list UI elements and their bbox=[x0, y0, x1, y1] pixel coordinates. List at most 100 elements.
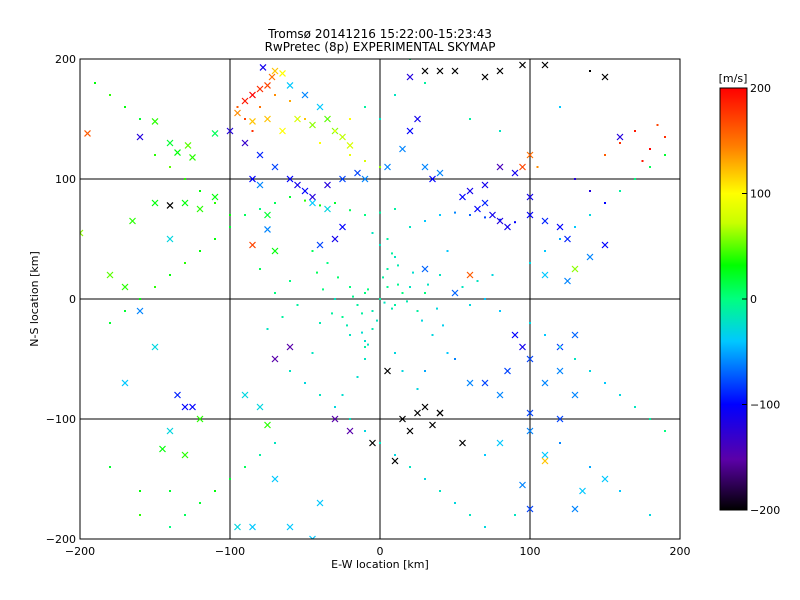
scatter-point-x bbox=[414, 409, 421, 417]
chart-title: Tromsø 20141216 15:22:00-15:23:43 bbox=[267, 27, 492, 41]
colorbar-tick-label: 0 bbox=[750, 293, 757, 306]
scatter-point-dot bbox=[322, 288, 324, 291]
scatter-point-dot bbox=[139, 514, 141, 516]
scatter-point-dot bbox=[349, 334, 351, 336]
x-axis-label: E-W location [km] bbox=[331, 558, 429, 571]
scatter-point-dot bbox=[376, 319, 378, 322]
scatter-point-dot bbox=[499, 130, 501, 132]
scatter-point-x bbox=[481, 199, 489, 207]
scatter-point-dot bbox=[367, 343, 369, 346]
scatter-point-x bbox=[226, 127, 234, 135]
scatter-point-x bbox=[84, 129, 91, 137]
scatter-point-x bbox=[496, 217, 504, 225]
scatter-point-x bbox=[211, 193, 219, 201]
scatter-point-dot bbox=[589, 214, 591, 216]
scatter-point-dot bbox=[361, 331, 363, 334]
scatter-point-x bbox=[496, 163, 504, 171]
scatter-point-x bbox=[264, 211, 271, 219]
scatter-point-x bbox=[601, 241, 609, 249]
plot-area: −200 −100 0 100 200 −200 −100 0 100 200 bbox=[46, 53, 691, 558]
scatter-point-x bbox=[601, 475, 609, 483]
colorbar: [m/s] 200 100 0 −100 −200 bbox=[719, 72, 781, 517]
x-tick-label: 0 bbox=[377, 545, 384, 558]
scatter-point-x bbox=[189, 153, 196, 161]
scatter-point-x bbox=[421, 403, 429, 411]
scatter-point-dot bbox=[401, 292, 404, 294]
scatter-point-dot bbox=[634, 178, 636, 180]
scatter-point-dot bbox=[412, 271, 414, 274]
scatter-point-dot bbox=[109, 466, 111, 468]
scatter-point-x bbox=[166, 139, 174, 147]
scatter-point-x bbox=[256, 151, 264, 159]
scatter-point-dot bbox=[619, 190, 621, 192]
scatter-point-dot bbox=[649, 418, 651, 420]
scatter-point-dot bbox=[349, 209, 351, 212]
scatter-point-dot bbox=[544, 334, 546, 336]
scatter-point-dot bbox=[304, 382, 306, 384]
scatter-point-dot bbox=[304, 118, 306, 120]
scatter-point-dot bbox=[199, 190, 201, 192]
scatter-point-x bbox=[586, 253, 594, 261]
scatter-point-x bbox=[496, 391, 504, 399]
scatter-point-x bbox=[184, 141, 192, 149]
scatter-point-x bbox=[481, 379, 489, 387]
colorbar-label: [m/s] bbox=[719, 72, 748, 85]
scatter-point-x bbox=[256, 181, 264, 189]
scatter-point-x bbox=[234, 109, 241, 117]
scatter-point-dot bbox=[634, 130, 636, 132]
scatter-point-dot bbox=[124, 310, 126, 312]
scatter-point-x bbox=[511, 331, 519, 339]
scatter-point-x bbox=[309, 121, 316, 129]
scatter-point-x bbox=[361, 175, 369, 183]
scatter-point-dot bbox=[319, 394, 321, 396]
scatter-point-dot bbox=[364, 358, 366, 360]
scatter-point-dot bbox=[244, 214, 246, 216]
scatter-point-x bbox=[151, 199, 159, 207]
scatter-point-dot bbox=[361, 312, 363, 315]
scatter-point-dot bbox=[619, 142, 621, 144]
scatter-point-dot bbox=[289, 196, 291, 198]
scatter-point-dot bbox=[446, 250, 449, 252]
scatter-point-dot bbox=[461, 286, 464, 288]
scatter-point-dot bbox=[394, 256, 396, 258]
scatter-points bbox=[80, 59, 666, 539]
scatter-point-dot bbox=[424, 292, 426, 294]
scatter-point-x bbox=[166, 235, 174, 243]
scatter-point-x bbox=[429, 175, 436, 183]
scatter-point-dot bbox=[664, 430, 666, 432]
scatter-point-x bbox=[346, 427, 354, 435]
scatter-point-dot bbox=[334, 130, 336, 132]
scatter-point-dot bbox=[274, 94, 276, 96]
scatter-point-x bbox=[121, 379, 129, 387]
scatter-point-dot bbox=[169, 274, 171, 276]
scatter-point-x bbox=[339, 223, 346, 231]
scatter-point-dot bbox=[544, 250, 546, 252]
scatter-point-x bbox=[481, 181, 489, 189]
scatter-point-dot bbox=[499, 218, 501, 221]
scatter-point-dot bbox=[559, 442, 561, 444]
scatter-point-dot bbox=[424, 220, 426, 222]
scatter-point-dot bbox=[214, 202, 216, 204]
scatter-point-dot bbox=[436, 307, 438, 310]
colorbar-ticks: 200 100 0 −100 −200 bbox=[742, 82, 780, 517]
scatter-point-dot bbox=[334, 202, 336, 204]
scatter-point-x bbox=[174, 149, 181, 157]
scatter-point-x bbox=[391, 457, 399, 465]
scatter-point-dot bbox=[391, 252, 393, 255]
scatter-point-x bbox=[436, 409, 444, 417]
scatter-point-dot bbox=[326, 262, 329, 264]
scatter-point-dot bbox=[304, 199, 306, 202]
scatter-point-dot bbox=[604, 382, 606, 384]
scatter-point-dot bbox=[364, 214, 366, 216]
scatter-point-x bbox=[241, 139, 249, 147]
scatter-point-x bbox=[459, 439, 466, 447]
scatter-point-dot bbox=[454, 502, 456, 504]
scatter-point-dot bbox=[184, 514, 186, 516]
scatter-point-dot bbox=[364, 346, 366, 348]
scatter-point-x bbox=[421, 265, 429, 273]
scatter-point-dot bbox=[349, 118, 351, 120]
scatter-point-x bbox=[286, 343, 294, 351]
scatter-point-dot bbox=[259, 454, 261, 456]
scatter-point-x bbox=[526, 505, 534, 513]
scatter-point-dot bbox=[649, 166, 651, 168]
